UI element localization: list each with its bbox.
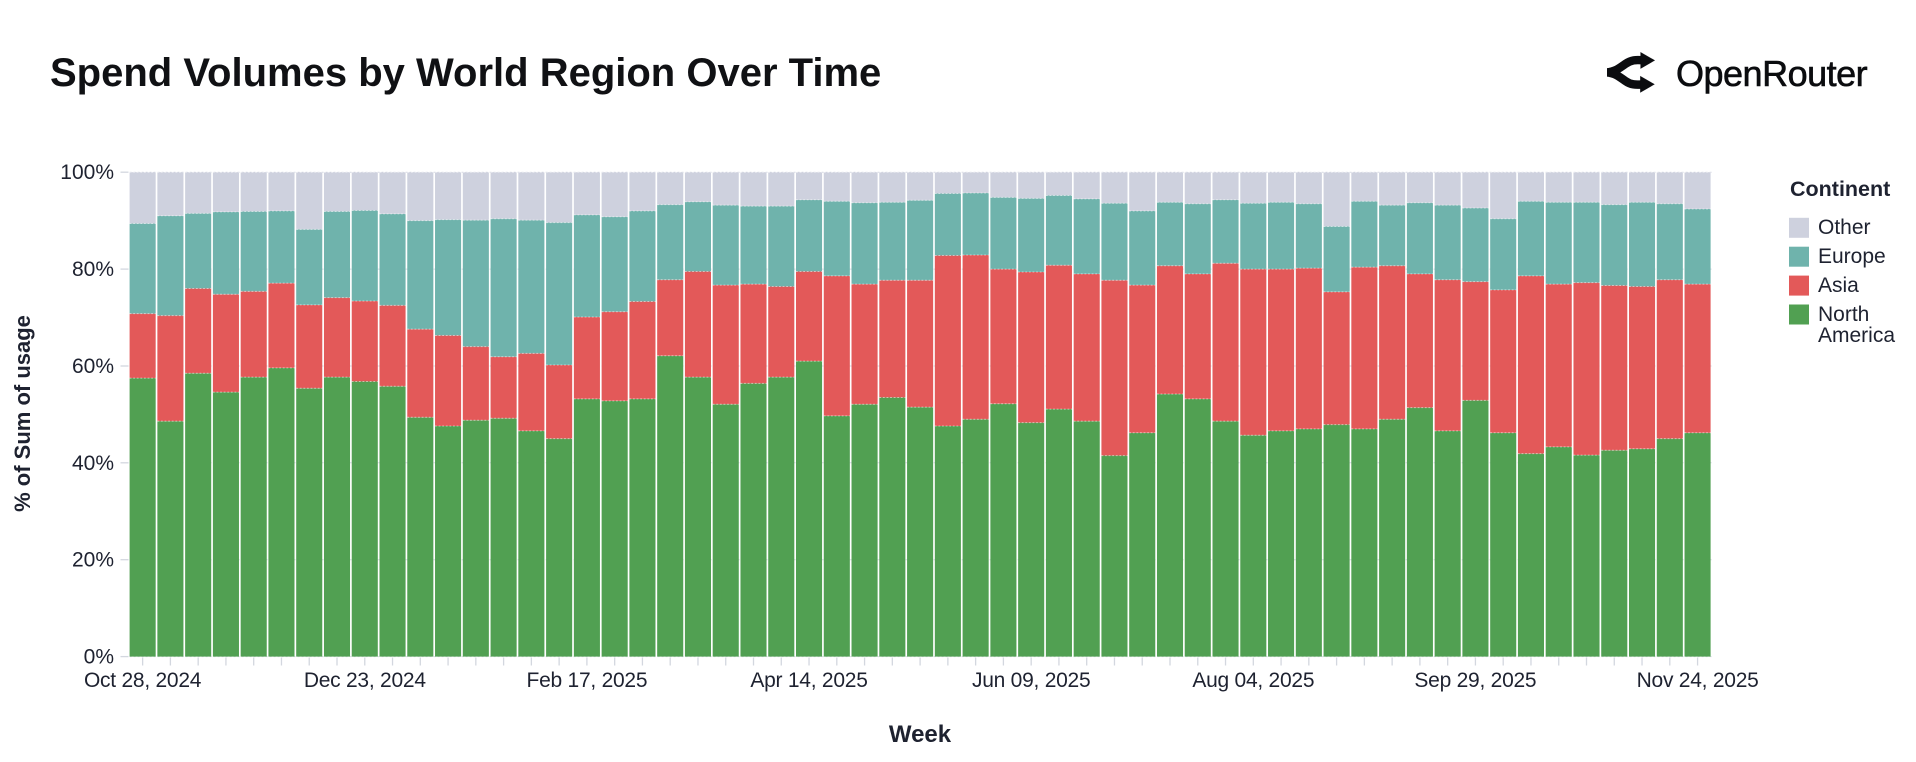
svg-text:Feb 17, 2025: Feb 17, 2025 [527,669,648,692]
svg-text:60%: 60% [72,355,114,378]
svg-text:Oct 28, 2024: Oct 28, 2024 [84,669,202,692]
svg-text:Dec 23, 2024: Dec 23, 2024 [304,669,426,692]
svg-text:Apr 14, 2025: Apr 14, 2025 [750,669,867,692]
svg-text:100%: 100% [60,161,114,184]
svg-text:Spend Volumes by World Region: Spend Volumes by World Region Over Time [50,51,881,95]
svg-text:Other: Other [1818,216,1871,239]
svg-text:OpenRouter: OpenRouter [1676,53,1868,94]
svg-text:20%: 20% [72,549,114,572]
svg-text:40%: 40% [72,452,114,475]
svg-text:% of Sum of usage: % of Sum of usage [10,315,35,512]
svg-text:Asia: Asia [1818,274,1859,297]
svg-text:80%: 80% [72,258,114,281]
svg-text:Week: Week [889,721,952,748]
svg-text:Sep 29, 2025: Sep 29, 2025 [1414,669,1536,692]
svg-text:America: America [1818,324,1895,347]
svg-text:Continent: Continent [1790,177,1890,201]
svg-text:North: North [1818,303,1869,326]
svg-text:Jun 09, 2025: Jun 09, 2025 [972,669,1090,692]
svg-text:Aug 04, 2025: Aug 04, 2025 [1192,669,1314,692]
svg-text:Nov 24, 2025: Nov 24, 2025 [1637,669,1759,692]
svg-text:Europe: Europe [1818,245,1886,268]
svg-text:0%: 0% [84,646,114,669]
